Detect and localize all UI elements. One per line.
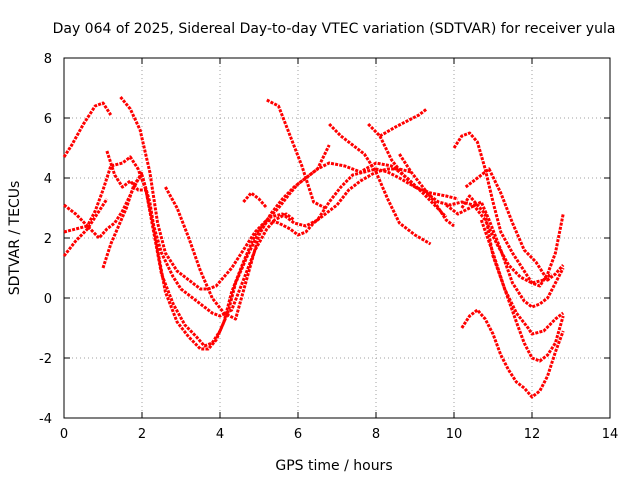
series-track-1: [62, 101, 113, 158]
series-track-2: [119, 96, 331, 291]
series-track-7: [105, 150, 459, 348]
x-tick-label: 10: [446, 427, 463, 442]
series-track-6: [101, 167, 412, 351]
series-track-4: [62, 198, 109, 257]
series-track-5: [63, 155, 296, 318]
series-track-8: [164, 161, 448, 321]
y-tick-label: -2: [39, 352, 52, 367]
y-tick-label: 6: [44, 112, 52, 127]
x-tick-label: 6: [294, 427, 302, 442]
series-track-20: [479, 219, 565, 363]
x-tick-label: 14: [602, 427, 619, 442]
x-tick-label: 12: [524, 427, 541, 442]
series-track-10: [266, 98, 326, 210]
data-series: [62, 96, 565, 399]
axis-ticks: 0 2 4 6 8 10 12 14 -4 -2 0 2 4 6 8: [39, 52, 618, 442]
y-tick-label: -4: [39, 412, 52, 427]
x-tick-label: 0: [60, 427, 68, 442]
y-tick-label: 4: [44, 172, 52, 187]
x-tick-label: 2: [138, 427, 146, 442]
series-track-17: [445, 200, 565, 309]
grid-lines: [64, 58, 610, 418]
y-tick-label: 0: [44, 292, 52, 307]
series-track-19: [460, 308, 565, 399]
series-track-14: [398, 153, 455, 228]
series-track-16: [464, 167, 565, 282]
x-tick-label: 8: [372, 427, 380, 442]
y-axis-label: SDTVAR / TECUs: [7, 181, 23, 296]
x-axis-label: GPS time / hours: [275, 458, 392, 474]
chart-title: Day 064 of 2025, Sidereal Day-to-day VTE…: [53, 21, 616, 37]
series-track-9: [242, 191, 268, 209]
y-tick-label: 2: [44, 232, 52, 247]
y-tick-label: 8: [44, 52, 52, 67]
series-track-13: [379, 107, 428, 138]
series-track-11: [367, 122, 553, 285]
x-tick-label: 4: [216, 427, 224, 442]
series-track-12: [328, 122, 432, 246]
